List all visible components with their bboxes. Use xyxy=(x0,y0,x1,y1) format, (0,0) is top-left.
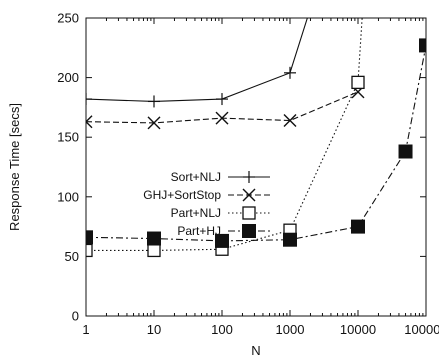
y-tick-label: 50 xyxy=(65,249,79,264)
legend-label: GHJ+SortStop xyxy=(143,188,221,202)
y-tick-label: 200 xyxy=(57,70,79,85)
series-part-nlj xyxy=(86,18,365,258)
legend-label: Part+HJ xyxy=(177,224,221,238)
series-part-hj xyxy=(86,38,426,248)
plot-frame xyxy=(85,17,427,317)
legend-marker xyxy=(242,206,256,220)
data-point xyxy=(147,231,161,246)
legend-label: Part+NLJ xyxy=(171,206,221,220)
legend-marker xyxy=(242,188,256,202)
x-tick-label: 10 xyxy=(147,322,161,337)
data-point xyxy=(86,115,93,129)
series-layer xyxy=(86,18,426,258)
y-tick-label: 250 xyxy=(57,11,79,26)
data-point xyxy=(86,93,92,106)
legend-marker xyxy=(242,224,256,238)
x-tick-label: 10000 xyxy=(340,322,376,337)
y-tick-label: 100 xyxy=(57,189,79,204)
data-point xyxy=(215,111,229,125)
x-tick-label: 1000 xyxy=(276,322,305,337)
y-tick-label: 0 xyxy=(72,309,79,324)
data-point xyxy=(86,243,93,258)
y-axis-ticks: 0 50 100 150 200 250 xyxy=(57,11,426,324)
data-point xyxy=(216,93,228,106)
x-tick-label: 1 xyxy=(82,322,89,337)
y-axis-label: Response Time [secs] xyxy=(7,103,22,231)
series-line xyxy=(86,45,426,242)
series-line xyxy=(86,18,363,251)
legend-marker xyxy=(243,171,255,183)
series-line xyxy=(86,18,308,102)
data-point xyxy=(147,116,161,130)
data-point xyxy=(283,232,297,247)
data-point xyxy=(148,95,160,108)
data-point xyxy=(283,114,297,128)
data-point xyxy=(398,144,413,159)
data-point xyxy=(86,230,93,245)
series-sort-nlj xyxy=(86,18,308,108)
legend-label: Sort+NLJ xyxy=(171,170,221,184)
data-point xyxy=(215,233,229,248)
x-tick-label: 100 xyxy=(211,322,233,337)
x-tick-label: 100000 xyxy=(404,322,439,337)
data-point xyxy=(351,75,365,90)
y-tick-label: 150 xyxy=(57,130,79,145)
data-point xyxy=(419,38,426,53)
legend: Sort+NLJ GHJ+SortStop Part+NLJ Part+HJ xyxy=(143,170,270,238)
data-point xyxy=(284,66,296,79)
x-axis-label: N xyxy=(251,343,260,358)
data-point xyxy=(147,243,161,258)
data-point xyxy=(351,219,365,234)
series-ghj-sortstop xyxy=(86,85,365,130)
